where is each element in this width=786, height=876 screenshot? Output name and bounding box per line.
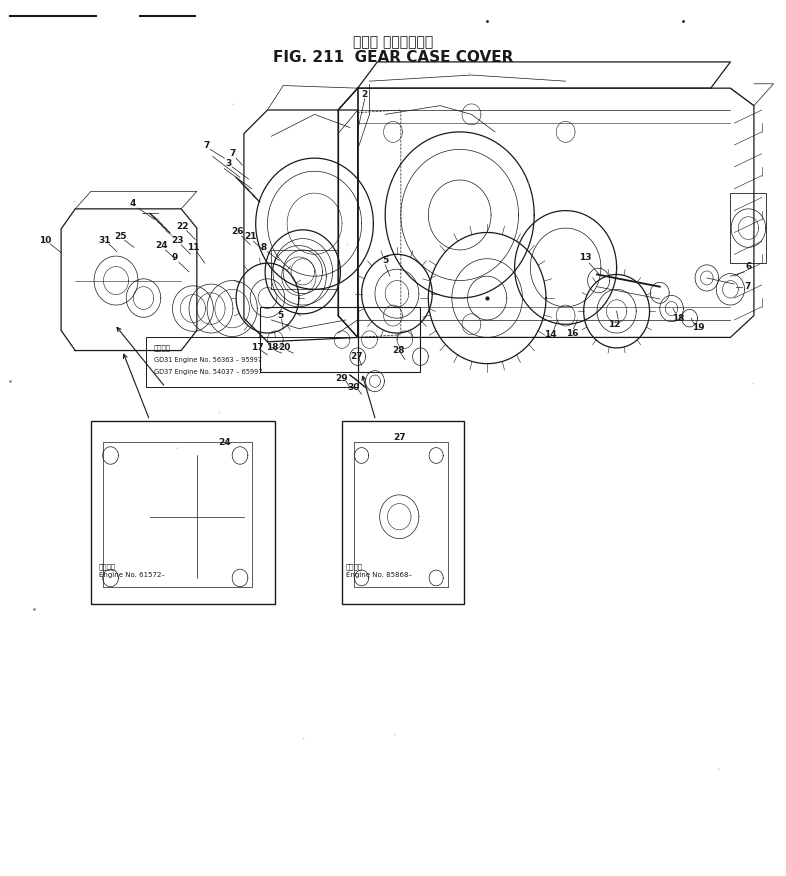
Text: 3: 3 bbox=[225, 159, 231, 168]
Text: 18: 18 bbox=[672, 314, 685, 322]
Text: 26: 26 bbox=[231, 227, 244, 237]
Text: 5: 5 bbox=[382, 256, 388, 265]
Text: 12: 12 bbox=[608, 320, 620, 328]
Text: 16: 16 bbox=[566, 328, 578, 337]
Text: GD31 Engine No. 56363 – 95997: GD31 Engine No. 56363 – 95997 bbox=[154, 357, 262, 363]
Text: 14: 14 bbox=[544, 330, 556, 339]
Text: 23: 23 bbox=[171, 236, 183, 244]
Text: ギヤー ケースカバー: ギヤー ケースカバー bbox=[353, 35, 433, 49]
Text: 18: 18 bbox=[266, 343, 278, 352]
Text: 24: 24 bbox=[218, 438, 230, 447]
Text: 25: 25 bbox=[115, 232, 127, 242]
Text: 24: 24 bbox=[155, 241, 168, 250]
Text: 21: 21 bbox=[244, 232, 256, 242]
Text: 17: 17 bbox=[251, 343, 263, 352]
Text: 28: 28 bbox=[392, 346, 405, 355]
Text: 9: 9 bbox=[171, 253, 178, 262]
Text: FIG. 211  GEAR CASE COVER: FIG. 211 GEAR CASE COVER bbox=[273, 50, 513, 65]
Text: 31: 31 bbox=[99, 236, 112, 244]
Text: 2: 2 bbox=[362, 89, 368, 99]
Text: 29: 29 bbox=[336, 374, 348, 383]
Text: 8: 8 bbox=[260, 243, 266, 251]
Text: 適用範囲
Engine No. 61572–: 適用範囲 Engine No. 61572– bbox=[99, 563, 164, 578]
Text: 30: 30 bbox=[347, 383, 360, 392]
Text: 適用範囲: 適用範囲 bbox=[154, 344, 171, 351]
Text: 7: 7 bbox=[744, 282, 751, 291]
Text: 11: 11 bbox=[186, 243, 199, 251]
Text: 22: 22 bbox=[177, 222, 189, 231]
Text: 13: 13 bbox=[579, 253, 592, 262]
Text: 適用範囲
Engine No. 85868–: 適用範囲 Engine No. 85868– bbox=[346, 563, 412, 578]
Text: 27: 27 bbox=[351, 352, 363, 361]
Text: 7: 7 bbox=[229, 149, 235, 159]
Text: GD37 Engine No. 54037 – 65997: GD37 Engine No. 54037 – 65997 bbox=[154, 369, 263, 375]
Text: 4: 4 bbox=[130, 199, 136, 208]
Text: 20: 20 bbox=[278, 343, 291, 352]
Text: 5: 5 bbox=[277, 311, 283, 320]
Text: 19: 19 bbox=[692, 323, 704, 332]
Text: 6: 6 bbox=[745, 262, 751, 271]
Text: 10: 10 bbox=[39, 236, 52, 244]
Text: 7: 7 bbox=[203, 140, 209, 150]
Text: 27: 27 bbox=[393, 434, 406, 442]
